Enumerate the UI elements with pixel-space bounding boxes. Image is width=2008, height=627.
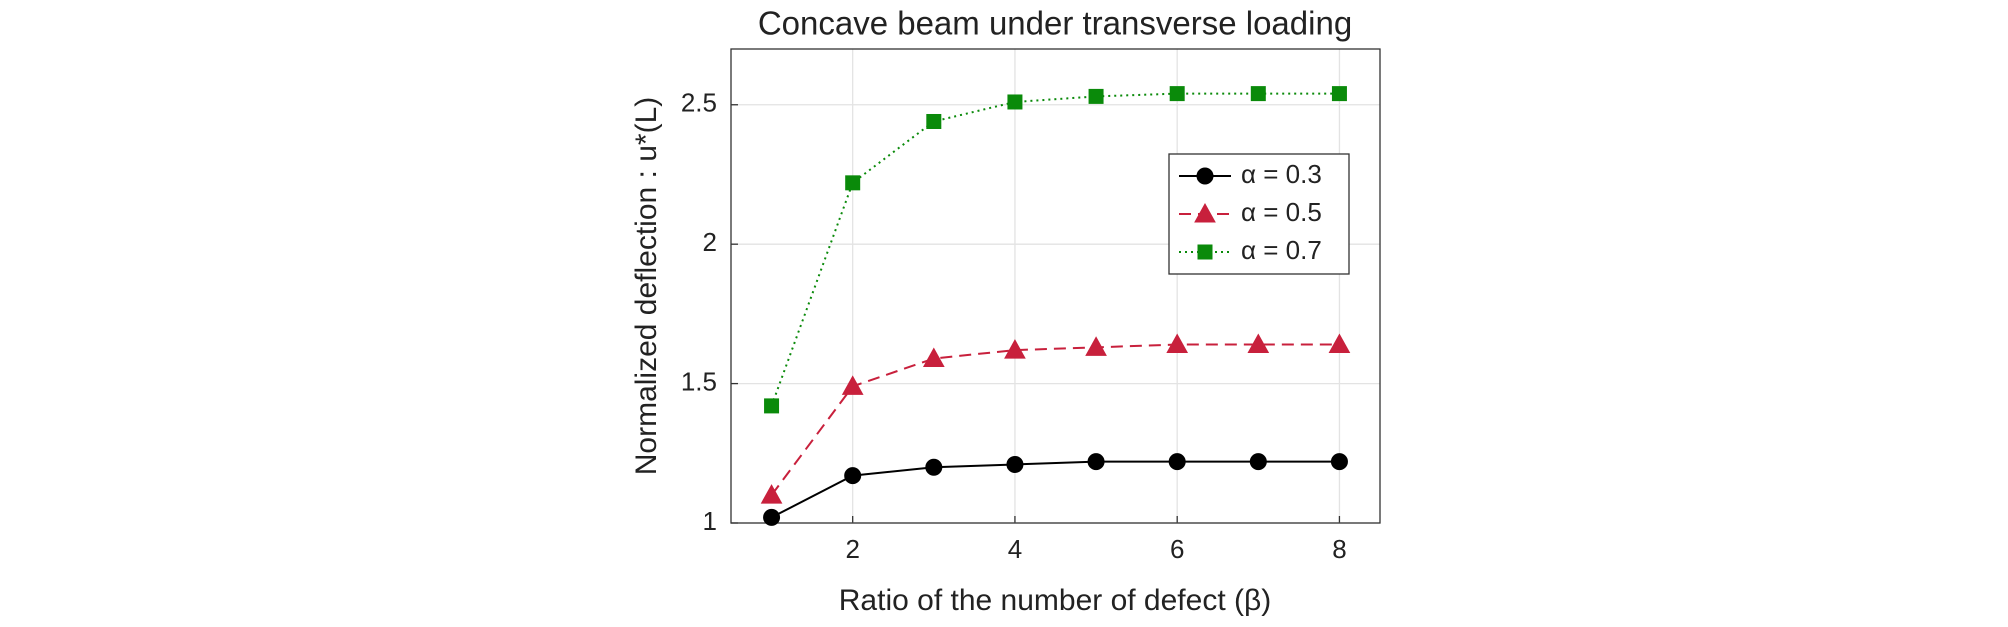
- x-tick-label: 2: [845, 534, 859, 564]
- y-axis-label: Normalized deflection : u*(L): [630, 97, 663, 476]
- marker: [845, 175, 861, 191]
- chart-title: Concave beam under transverse loading: [758, 5, 1352, 42]
- series-line: [771, 460, 1340, 519]
- marker: [841, 375, 864, 395]
- marker: [925, 458, 943, 476]
- marker: [1250, 86, 1266, 102]
- legend-label: α = 0.5: [1241, 197, 1322, 227]
- marker: [1247, 333, 1270, 354]
- marker: [1166, 333, 1189, 354]
- marker: [1006, 455, 1024, 473]
- x-axis-label: Ratio of the number of defect (β): [839, 584, 1271, 617]
- marker: [764, 398, 780, 414]
- marker: [1085, 336, 1107, 356]
- marker: [1087, 453, 1105, 471]
- y-tick-label: 2.5: [681, 88, 717, 118]
- marker: [1007, 94, 1023, 110]
- marker: [1196, 167, 1214, 185]
- marker: [1088, 88, 1104, 104]
- marker: [1004, 339, 1026, 359]
- marker: [1328, 333, 1351, 354]
- marker: [1197, 244, 1213, 260]
- marker: [1249, 453, 1267, 471]
- legend: α = 0.3 α = 0.5 α = 0.7: [1168, 153, 1350, 275]
- marker: [1330, 453, 1348, 471]
- marker: [763, 508, 781, 526]
- marker: [844, 467, 862, 485]
- marker: [922, 347, 945, 367]
- marker: [1331, 86, 1347, 102]
- y-tick-label: 1.5: [681, 366, 717, 396]
- marker: [1168, 453, 1186, 471]
- x-tick-label: 6: [1170, 534, 1184, 564]
- marker: [1169, 86, 1185, 102]
- series-line: [770, 92, 1340, 407]
- plot-frame: [730, 48, 1381, 524]
- x-tick-label: 8: [1332, 534, 1346, 564]
- marker: [1194, 202, 1216, 223]
- legend-label: α = 0.7: [1241, 235, 1322, 265]
- marker: [926, 113, 942, 129]
- legend-label: α = 0.3: [1241, 159, 1322, 189]
- series-line: [770, 343, 1340, 496]
- y-tick-label: 2: [703, 227, 717, 257]
- marker: [760, 484, 783, 504]
- plot-area: [731, 49, 1380, 523]
- x-tick-label: 4: [1008, 534, 1022, 564]
- y-tick-label: 1: [703, 506, 717, 536]
